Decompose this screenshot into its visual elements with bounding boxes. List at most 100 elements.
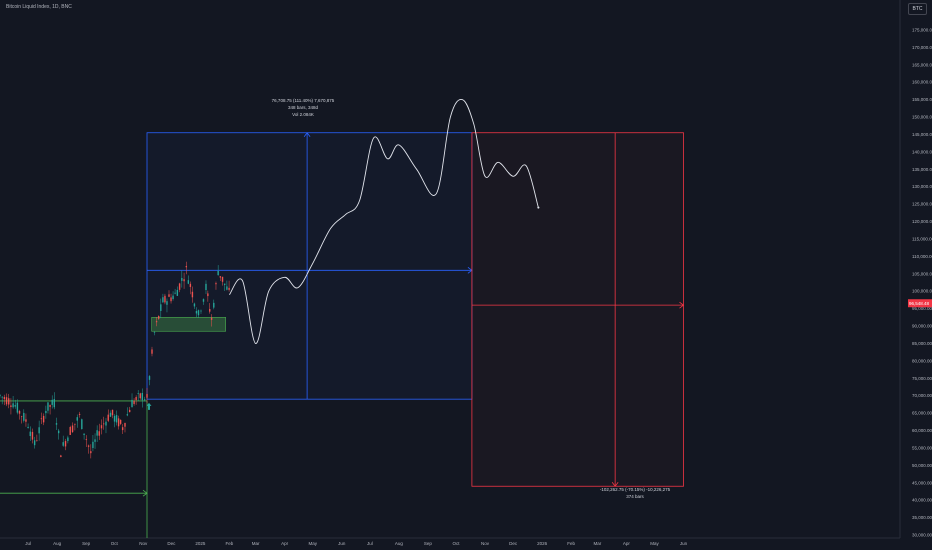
candle-body bbox=[36, 440, 38, 441]
candle-body bbox=[195, 311, 198, 314]
y-tick-label: 125,000.00 bbox=[912, 202, 932, 207]
candle-body bbox=[18, 411, 21, 414]
candle-body bbox=[148, 376, 151, 380]
candle-body bbox=[210, 317, 213, 320]
y-tick-label: 95,000.00 bbox=[912, 306, 932, 311]
candle-body bbox=[119, 419, 122, 424]
candle-body bbox=[160, 304, 162, 311]
x-tick-label: Nov bbox=[481, 541, 490, 546]
candle-body bbox=[170, 297, 172, 302]
candle-body bbox=[113, 415, 116, 422]
candle-body bbox=[228, 287, 230, 290]
y-tick-label: 85,000.00 bbox=[912, 341, 932, 346]
candle-body bbox=[121, 427, 124, 431]
candle-body bbox=[153, 332, 156, 333]
candle-body bbox=[20, 416, 23, 418]
candle-body bbox=[139, 393, 141, 399]
y-tick-label: 115,000.00 bbox=[912, 236, 932, 241]
candle-body bbox=[76, 417, 78, 421]
candle-body bbox=[164, 295, 166, 303]
candle-body bbox=[137, 393, 139, 394]
candle-body bbox=[96, 430, 98, 436]
candle-body bbox=[221, 276, 224, 282]
candle-body bbox=[92, 441, 94, 449]
y-tick-label: 80,000.00 bbox=[912, 358, 932, 363]
candle-body bbox=[47, 402, 49, 411]
candle-body bbox=[166, 301, 168, 305]
candle-body bbox=[42, 415, 45, 423]
y-tick-label: 105,000.00 bbox=[912, 271, 932, 276]
short-measure-label: -102,262.75 (-70.15%) -10,226,275 374 ba… bbox=[600, 486, 670, 500]
x-tick-label: Oct bbox=[111, 541, 119, 546]
y-tick-label: 65,000.00 bbox=[912, 411, 932, 416]
candle-body bbox=[178, 283, 181, 290]
y-tick-label: 170,000.00 bbox=[912, 45, 932, 50]
x-tick-label: Dec bbox=[509, 541, 518, 546]
candle-body bbox=[126, 414, 129, 416]
x-tick-label: May bbox=[308, 541, 317, 546]
x-tick-label: Feb bbox=[567, 541, 575, 546]
candle-body bbox=[23, 412, 25, 421]
short-measure-arrow bbox=[611, 482, 619, 487]
candle-body bbox=[217, 270, 219, 276]
y-tick-label: 120,000.00 bbox=[912, 219, 932, 224]
candle-body bbox=[5, 397, 8, 405]
candle-body bbox=[90, 451, 92, 454]
candle-body bbox=[45, 410, 47, 414]
y-tick-label: 30,000.00 bbox=[912, 533, 932, 538]
long-measure-label: 76,708.75 (111.40%) 7,670,875 348 bars, … bbox=[272, 97, 335, 118]
candle-body bbox=[67, 437, 69, 442]
y-tick-label: 135,000.00 bbox=[912, 167, 932, 172]
candle-body bbox=[29, 431, 31, 437]
y-tick-label: 90,000.00 bbox=[912, 324, 932, 329]
y-tick-label: 110,000.00 bbox=[912, 254, 932, 259]
x-tick-label: Dec bbox=[167, 541, 176, 546]
y-tick-label: 165,000.00 bbox=[912, 62, 932, 67]
long-measure-line2: 348 bars, 348d bbox=[287, 105, 319, 110]
candle-body bbox=[69, 426, 71, 435]
y-tick-label: 145,000.00 bbox=[912, 132, 932, 137]
x-tick-label: Aug bbox=[395, 541, 404, 546]
short-measure-line2: 374 bars bbox=[626, 494, 644, 499]
candle-body bbox=[226, 286, 228, 290]
candle-body bbox=[25, 419, 27, 422]
candle-body bbox=[207, 293, 209, 297]
short-measure-line1: -102,262.75 (-70.15%) -10,226,275 bbox=[599, 487, 671, 492]
x-tick-label: 2026 bbox=[537, 541, 548, 546]
candle-body bbox=[100, 425, 103, 429]
candle-body bbox=[174, 292, 176, 294]
x-tick-label: Jun bbox=[680, 541, 688, 546]
y-tick-label: 50,000.00 bbox=[912, 463, 932, 468]
projection-path bbox=[229, 98, 539, 344]
candle-body bbox=[219, 276, 222, 278]
candle-body bbox=[181, 277, 183, 281]
candle-body bbox=[64, 441, 67, 447]
candle-body bbox=[103, 423, 105, 425]
candle-body bbox=[62, 442, 64, 446]
y-tick-label: 70,000.00 bbox=[912, 393, 932, 398]
y-tick-label: 45,000.00 bbox=[912, 480, 932, 485]
candle-body bbox=[158, 315, 160, 319]
currency-badge[interactable]: BTC bbox=[908, 3, 927, 15]
x-tick-label: Sep bbox=[424, 541, 433, 546]
y-tick-label: 40,000.00 bbox=[912, 498, 932, 503]
candle-body bbox=[3, 396, 6, 400]
y-tick-label: 75,000.00 bbox=[912, 376, 932, 381]
y-tick-label: 100,000.00 bbox=[912, 289, 932, 294]
candle-body bbox=[172, 295, 174, 299]
candle-body bbox=[57, 430, 60, 434]
x-tick-label: 2025 bbox=[195, 541, 206, 546]
y-tick-label: 150,000.00 bbox=[912, 115, 932, 120]
candle-body bbox=[51, 399, 53, 405]
candle-body bbox=[131, 399, 133, 408]
candle-body bbox=[151, 349, 153, 354]
y-tick-label: 60,000.00 bbox=[912, 428, 932, 433]
x-tick-label: Mar bbox=[252, 541, 260, 546]
candle-body bbox=[109, 412, 112, 417]
candle-body bbox=[85, 439, 88, 441]
x-tick-label: May bbox=[650, 541, 659, 546]
candle-body bbox=[124, 423, 126, 427]
y-tick-label: 175,000.00 bbox=[912, 28, 932, 33]
x-tick-label: Nov bbox=[139, 541, 148, 546]
